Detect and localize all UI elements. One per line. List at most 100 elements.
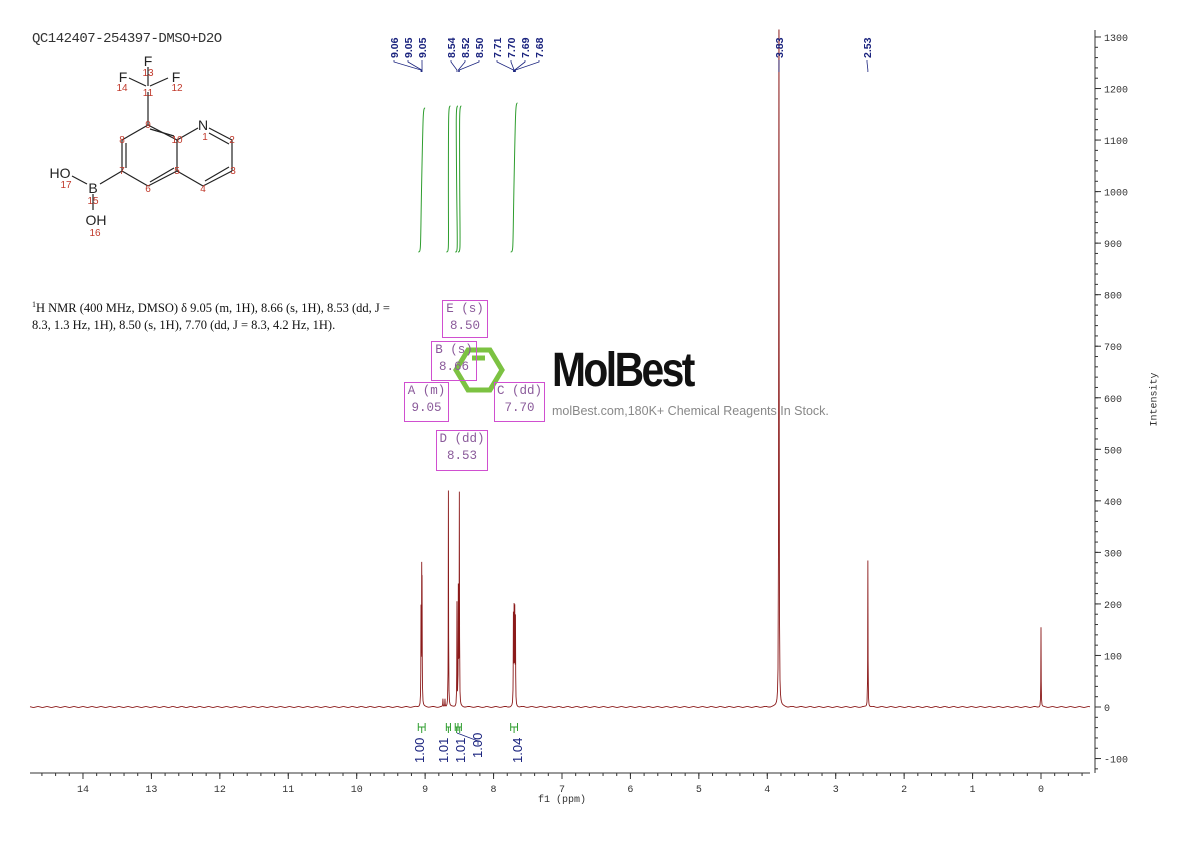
x-tick-label: 7 xyxy=(559,785,565,796)
integral-bracket xyxy=(454,723,459,733)
y-tick-label: 700 xyxy=(1104,343,1122,354)
box-label: E (s) xyxy=(446,302,484,316)
molbest-logo-icon xyxy=(453,347,505,393)
atom-number: 13 xyxy=(142,68,154,79)
box-label: A (m) xyxy=(407,384,446,398)
y-tick-label: -100 xyxy=(1104,756,1128,767)
y-tick-label: 1100 xyxy=(1104,137,1128,148)
box-label: B (s) xyxy=(435,343,473,357)
integral-value: 1.01 xyxy=(436,738,451,763)
integral-connector xyxy=(456,732,479,745)
atom-label: OH xyxy=(86,212,107,228)
x-tick-label: 14 xyxy=(77,785,89,796)
atom-number: 9 xyxy=(145,120,151,131)
peak-label: 9.05 xyxy=(403,37,415,58)
multiplet-box-e: E (s) 8.50 xyxy=(442,300,488,338)
atom-label: HO xyxy=(50,165,71,181)
atom-label: F xyxy=(144,53,153,69)
atom-number: 6 xyxy=(145,184,151,195)
atom-number: 4 xyxy=(200,184,206,195)
atom-number: 11 xyxy=(143,88,154,99)
y-tick-label: 200 xyxy=(1104,601,1122,612)
y-tick-label: 400 xyxy=(1104,498,1122,509)
axes: 14 13 12 11 10 9 8 7 6 5 4 3 2 1 013001200110010009008… xyxy=(30,30,1128,796)
atom-label: F xyxy=(172,69,181,85)
atom-number: 10 xyxy=(171,135,183,146)
nmr-superscript: 1 xyxy=(32,300,36,309)
atom-number: 8 xyxy=(119,135,125,146)
y-tick-label: 1000 xyxy=(1104,189,1128,200)
integral-bracket xyxy=(417,723,426,733)
spectrum-line xyxy=(29,29,1091,708)
y-axis-label: Intensity xyxy=(1149,372,1161,427)
x-tick-label: 5 xyxy=(696,785,702,796)
integral-curve xyxy=(455,105,459,253)
peak-label: 7.68 xyxy=(534,37,546,58)
x-tick-label: 10 xyxy=(351,785,363,796)
atom-number: 12 xyxy=(171,83,183,94)
x-tick-label: 6 xyxy=(627,785,633,796)
peak-label: 8.54 xyxy=(446,37,458,58)
x-tick-label: 0 xyxy=(1038,785,1044,796)
y-tick-label: 100 xyxy=(1104,652,1122,663)
x-tick-label: 3 xyxy=(833,785,839,796)
box-value: 9.05 xyxy=(411,401,442,415)
atom-label: F xyxy=(119,69,128,85)
atom-label: B xyxy=(88,180,97,196)
watermark-logo: MolBest xyxy=(552,344,695,397)
atom-number: 15 xyxy=(87,196,99,207)
nmr-description: 1H NMR (400 MHz, DMSO) δ 9.05 (m, 1H), 8… xyxy=(32,296,392,334)
x-tick-label: 12 xyxy=(214,785,226,796)
peak-label: 7.71 xyxy=(492,37,504,58)
y-tick-label: 300 xyxy=(1104,549,1122,560)
peak-label-connector xyxy=(457,60,466,72)
y-tick-label: 0 xyxy=(1104,704,1110,715)
atom-label: N xyxy=(198,117,208,133)
x-tick-label: 11 xyxy=(282,785,294,796)
y-tick-label: 900 xyxy=(1104,240,1122,251)
peak-label-connector xyxy=(450,60,458,72)
peak-label-connector xyxy=(458,60,480,72)
y-tick-label: 500 xyxy=(1104,446,1122,457)
x-tick-label: 13 xyxy=(145,785,157,796)
integral-value: 1.01 xyxy=(453,738,468,763)
y-tick-label: 800 xyxy=(1104,292,1122,303)
box-value: 7.70 xyxy=(504,401,535,415)
multiplet-box-c: C (dd) 7.70 xyxy=(494,382,545,422)
integral-value: 1.00 xyxy=(470,733,485,758)
peak-label-connector xyxy=(496,60,514,72)
atom-number: 17 xyxy=(60,180,72,191)
peak-label-connector xyxy=(866,60,869,72)
integral-value: 1.04 xyxy=(510,738,525,763)
y-tick-label: 600 xyxy=(1104,395,1122,406)
box-label: D (dd) xyxy=(439,432,485,446)
x-tick-label: 8 xyxy=(491,785,497,796)
integral-curve xyxy=(446,105,451,253)
integral-curve xyxy=(418,107,426,253)
atom-number: 2 xyxy=(229,135,235,146)
integral-bracket xyxy=(445,723,451,733)
y-tick-label: 1300 xyxy=(1104,34,1128,45)
peak-label-connector xyxy=(515,60,540,72)
box-label: C (dd) xyxy=(496,384,542,398)
peak-label: 8.50 xyxy=(474,37,486,58)
x-tick-label: 4 xyxy=(764,785,770,796)
nmr-text: H NMR (400 MHz, DMSO) δ 9.05 (m, 1H), 8.… xyxy=(32,301,390,333)
watermark-text: molBest.com,180K+ Chemical Reagents In S… xyxy=(552,404,829,418)
peak-label-connector xyxy=(510,60,515,72)
x-tick-label: 2 xyxy=(901,785,907,796)
box-value: 8.53 xyxy=(446,449,477,463)
x-tick-label: 1 xyxy=(970,785,976,796)
multiplet-box-b: B (s) 8.66 xyxy=(431,341,477,381)
atom-number: 5 xyxy=(174,166,180,177)
x-tick-label: 9 xyxy=(422,785,428,796)
integral-curve xyxy=(510,102,518,253)
atom-number: 1 xyxy=(202,132,208,143)
multiplet-box-a: A (m) 9.05 xyxy=(404,382,449,422)
peak-label-connector xyxy=(407,60,423,72)
integral-bracket xyxy=(510,723,519,733)
peak-label: 7.69 xyxy=(520,37,532,58)
peak-label-connector xyxy=(514,60,526,72)
integral-value: 1.00 xyxy=(412,738,427,763)
